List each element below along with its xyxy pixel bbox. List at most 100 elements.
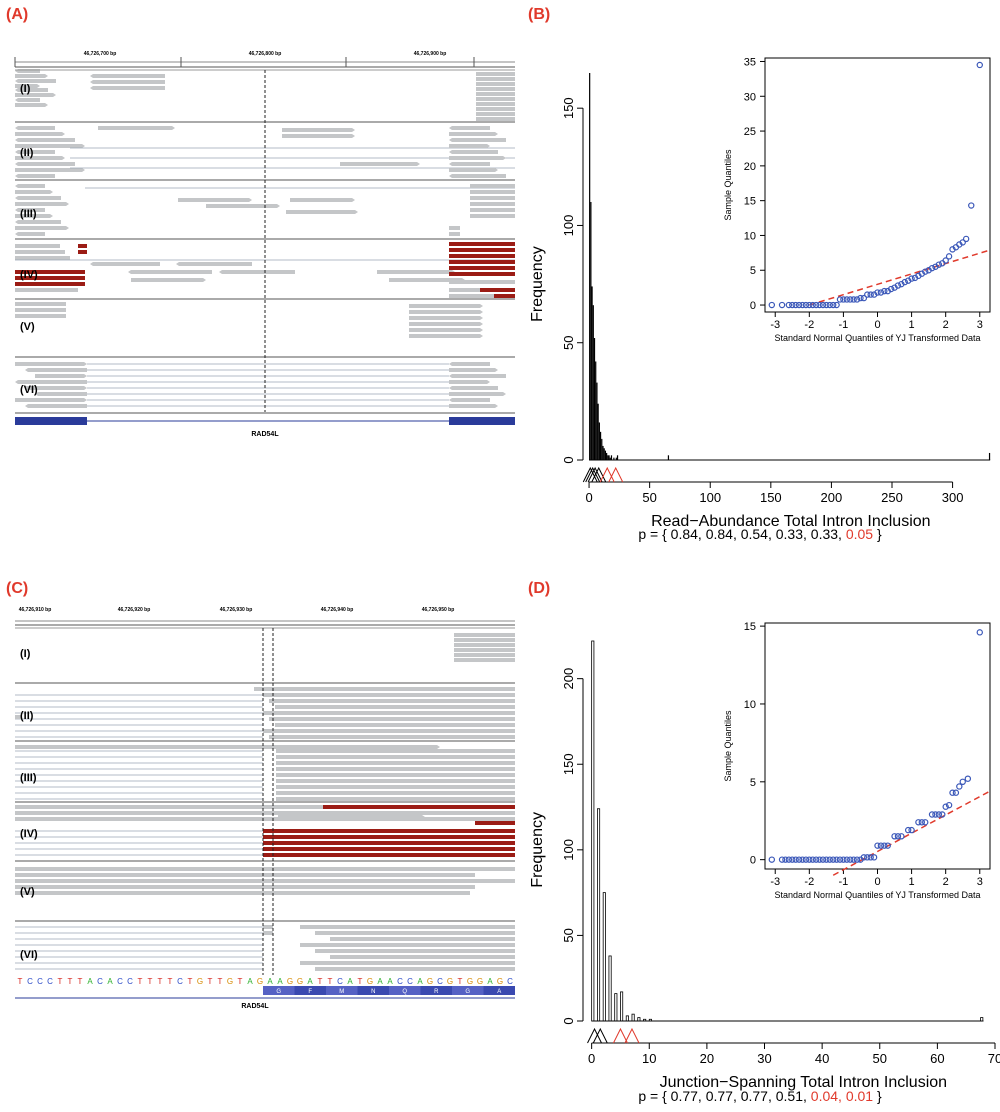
- read-segment: [470, 184, 515, 188]
- qq-point: [894, 282, 902, 289]
- read-segment: [409, 334, 483, 338]
- qq-point: [898, 833, 905, 840]
- read-segment: [449, 272, 515, 276]
- amino-acid-letter: G: [276, 989, 281, 995]
- read-segment: [15, 270, 85, 274]
- p-separator: ,: [838, 526, 846, 542]
- qq-point: [891, 833, 898, 840]
- qq-point: [901, 278, 908, 286]
- nucleotide: G: [447, 977, 453, 986]
- qq-point: [782, 856, 789, 863]
- read-segment: [15, 103, 48, 107]
- histogram-bar: [591, 286, 593, 460]
- read-segment: [15, 220, 61, 224]
- qq-point: [877, 289, 885, 296]
- y-tick-label: 100: [561, 839, 576, 861]
- qq-point: [976, 61, 983, 69]
- read-segment: [449, 156, 506, 160]
- test-marker: [591, 466, 607, 483]
- histogram-bar: [620, 991, 624, 1022]
- qq-point: [785, 856, 793, 863]
- qq-point: [806, 856, 813, 863]
- y-tick-label: 150: [561, 97, 576, 119]
- coord-tick-1: 46,726,700 bp: [84, 51, 117, 57]
- read-segment: [176, 262, 252, 266]
- read-segment: [263, 693, 515, 697]
- x-tick-label: -2: [804, 876, 814, 888]
- x-tick-label: 2: [943, 319, 949, 331]
- qq-point: [870, 854, 878, 861]
- read-segment: [449, 368, 498, 372]
- qq-point: [833, 301, 840, 309]
- coord-tick-3: 46,726,900 bp: [414, 51, 447, 57]
- read-segment: [15, 126, 55, 130]
- nucleotide: A: [347, 977, 353, 986]
- x-tick-label: 50: [873, 1051, 887, 1066]
- read-segment: [449, 232, 460, 236]
- x-tick-label: 1: [909, 319, 915, 331]
- read-segment: [263, 925, 273, 929]
- read-segment: [90, 262, 160, 266]
- read-segment: [25, 404, 87, 408]
- y-tick-label: 15: [744, 621, 756, 633]
- x-tick-label: 50: [642, 490, 656, 505]
- read-segment: [15, 288, 78, 292]
- nucleotide: G: [497, 977, 503, 986]
- read-segment: [15, 190, 53, 194]
- read-segment: [470, 214, 515, 218]
- read-segment: [476, 107, 515, 111]
- nucleotide: T: [188, 977, 193, 986]
- read-segment: [330, 955, 515, 959]
- read-segment: [476, 82, 515, 86]
- qq-point: [935, 261, 943, 268]
- histogram-bar: [599, 431, 602, 460]
- p-value-significant: 0.01: [845, 1088, 874, 1104]
- y-axis-label: Frequency: [529, 812, 546, 888]
- histogram-bar: [604, 450, 607, 460]
- nucleotide: T: [148, 977, 153, 986]
- read-segment: [35, 374, 87, 378]
- coord-tick-2: 46,726,920 bp: [118, 607, 151, 613]
- read-segment: [78, 244, 87, 248]
- read-segment: [470, 190, 515, 194]
- read-segment: [409, 328, 483, 332]
- read-segment: [263, 841, 515, 845]
- y-tick-label: 35: [744, 56, 756, 68]
- group-label-1: (I): [20, 83, 31, 95]
- qq-point: [792, 856, 799, 863]
- qq-point: [799, 856, 806, 863]
- qq-point: [778, 856, 786, 863]
- test-marker-significant: [608, 466, 624, 483]
- read-segment: [25, 386, 87, 390]
- nucleotide: T: [358, 977, 363, 986]
- x-tick-label: -3: [770, 319, 780, 331]
- nucleotide: C: [27, 977, 33, 986]
- coord-tick-5: 46,726,950 bp: [422, 607, 455, 613]
- qq-point: [795, 301, 803, 309]
- amino-acid-letter: M: [339, 989, 344, 995]
- y-tick-label: 200: [561, 668, 576, 690]
- read-segment: [263, 829, 515, 833]
- read-segment: [98, 126, 175, 130]
- read-segment: [300, 961, 515, 965]
- p-separator: ,: [803, 526, 811, 542]
- read-segment: [475, 821, 515, 825]
- read-segment: [449, 362, 490, 366]
- qq-point: [874, 289, 881, 296]
- nucleotide: A: [387, 977, 393, 986]
- qq-point: [816, 856, 823, 863]
- qq-point: [829, 856, 837, 863]
- test-marker: [587, 1027, 602, 1044]
- p-prefix: p = {: [638, 526, 671, 542]
- read-segment: [263, 835, 515, 839]
- nucleotide: T: [208, 977, 213, 986]
- x-tick-label: -3: [770, 876, 780, 888]
- read-segment: [15, 84, 40, 88]
- qq-point: [952, 789, 960, 796]
- read-segment: [276, 791, 515, 795]
- nucleotide: T: [168, 977, 173, 986]
- histogram-bar: [607, 455, 609, 460]
- read-segment: [15, 150, 55, 154]
- y-axis-label: Frequency: [529, 246, 546, 322]
- p-value: 0.54: [740, 526, 768, 542]
